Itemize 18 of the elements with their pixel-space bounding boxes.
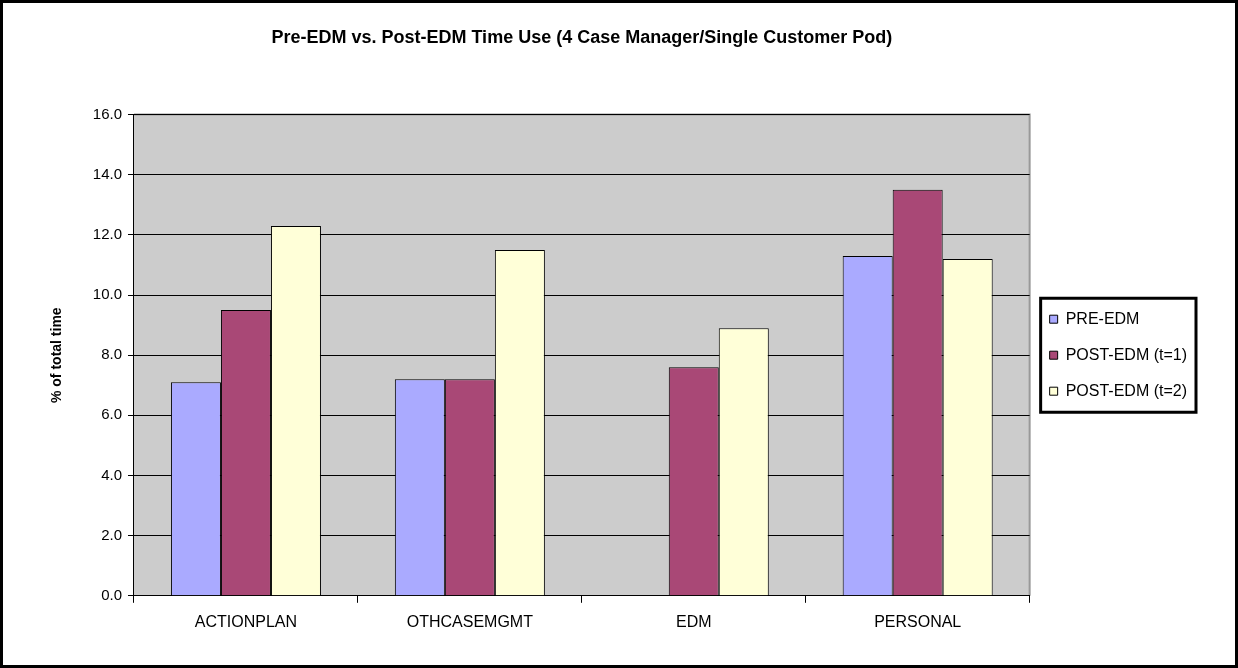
y-tick-label: 14.0	[92, 164, 122, 182]
y-tick-label: 6.0	[101, 405, 122, 423]
x-tick-label: EDM	[676, 612, 712, 630]
x-tick-label: OTHCASEMGMT	[406, 612, 534, 630]
x-tick-label: ACTIONPLAN	[194, 612, 298, 630]
y-tick-label: 12.0	[92, 225, 122, 243]
legend-label: POST-EDM (t=2)	[1065, 381, 1188, 399]
chart-title: Pre-EDM vs. Post-EDM Time Use (4 Case Manager/Single Customer Pod)	[271, 26, 893, 47]
y-tick-label: 8.0	[101, 345, 122, 363]
x-tick-label: PERSONAL	[874, 612, 962, 630]
y-tick-label: 0.0	[101, 585, 122, 603]
y-tick-label: 4.0	[101, 465, 122, 483]
y-tick-label: 16.0	[92, 104, 122, 122]
y-axis-title: % of total time	[48, 307, 65, 404]
y-tick-label: 10.0	[92, 285, 122, 303]
legend-label: POST-EDM (t=1)	[1065, 345, 1188, 363]
y-tick-label: 2.0	[101, 525, 122, 543]
legend-label: PRE-EDM	[1065, 309, 1140, 327]
